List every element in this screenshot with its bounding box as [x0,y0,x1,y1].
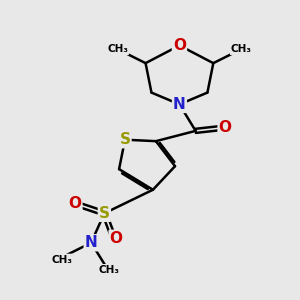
Text: S: S [119,132,130,147]
Text: O: O [173,38,186,53]
Text: S: S [99,206,110,221]
Text: O: O [68,196,81,211]
Text: CH₃: CH₃ [51,254,72,265]
Text: CH₃: CH₃ [107,44,128,54]
Text: O: O [110,231,123,246]
Text: O: O [219,120,232,135]
Text: CH₃: CH₃ [231,44,252,54]
Text: N: N [173,97,186,112]
Text: CH₃: CH₃ [98,265,119,275]
Text: N: N [85,235,98,250]
